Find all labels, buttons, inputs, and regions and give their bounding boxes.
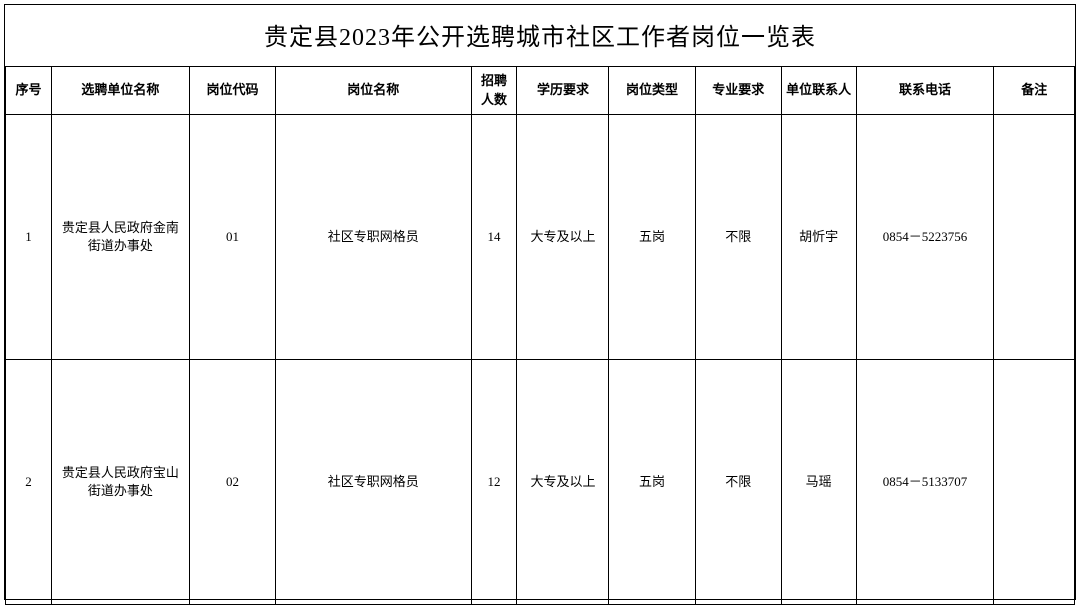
col-major: 专业要求 — [695, 67, 781, 115]
col-index: 序号 — [6, 67, 52, 115]
cell-phone: 0854－5223756 — [856, 115, 994, 360]
col-contact: 单位联系人 — [781, 67, 856, 115]
cell-position: 社区专职网格员 — [276, 115, 471, 360]
col-phone: 联系电话 — [856, 67, 994, 115]
col-count: 招聘人数 — [471, 67, 517, 115]
col-type: 岗位类型 — [609, 67, 695, 115]
cell-index: 2 — [6, 360, 52, 605]
cell-code: 02 — [189, 360, 275, 605]
cell-contact: 胡忻宇 — [781, 115, 856, 360]
cell-position: 社区专职网格员 — [276, 360, 471, 605]
cell-remark — [994, 115, 1075, 360]
cell-remark — [994, 360, 1075, 605]
cell-type: 五岗 — [609, 115, 695, 360]
cell-education: 大专及以上 — [517, 360, 609, 605]
cell-phone: 0854－5133707 — [856, 360, 994, 605]
cell-index: 1 — [6, 115, 52, 360]
cell-unit: 贵定县人民政府金南街道办事处 — [51, 115, 189, 360]
col-position: 岗位名称 — [276, 67, 471, 115]
table-row: 1 贵定县人民政府金南街道办事处 01 社区专职网格员 14 大专及以上 五岗 … — [6, 115, 1075, 360]
cell-education: 大专及以上 — [517, 115, 609, 360]
cell-count: 12 — [471, 360, 517, 605]
document-title: 贵定县2023年公开选聘城市社区工作者岗位一览表 — [5, 5, 1075, 66]
cell-major: 不限 — [695, 115, 781, 360]
cell-major: 不限 — [695, 360, 781, 605]
cell-type: 五岗 — [609, 360, 695, 605]
cell-code: 01 — [189, 115, 275, 360]
cell-unit: 贵定县人民政府宝山街道办事处 — [51, 360, 189, 605]
cell-contact: 马瑶 — [781, 360, 856, 605]
table-row: 2 贵定县人民政府宝山街道办事处 02 社区专职网格员 12 大专及以上 五岗 … — [6, 360, 1075, 605]
col-unit: 选聘单位名称 — [51, 67, 189, 115]
col-education: 学历要求 — [517, 67, 609, 115]
col-remark: 备注 — [994, 67, 1075, 115]
table-header-row: 序号 选聘单位名称 岗位代码 岗位名称 招聘人数 学历要求 岗位类型 专业要求 … — [6, 67, 1075, 115]
col-code: 岗位代码 — [189, 67, 275, 115]
document-container: 贵定县2023年公开选聘城市社区工作者岗位一览表 序号 选聘单位名称 岗位代码 … — [4, 4, 1076, 600]
cell-count: 14 — [471, 115, 517, 360]
position-table: 序号 选聘单位名称 岗位代码 岗位名称 招聘人数 学历要求 岗位类型 专业要求 … — [5, 66, 1075, 605]
